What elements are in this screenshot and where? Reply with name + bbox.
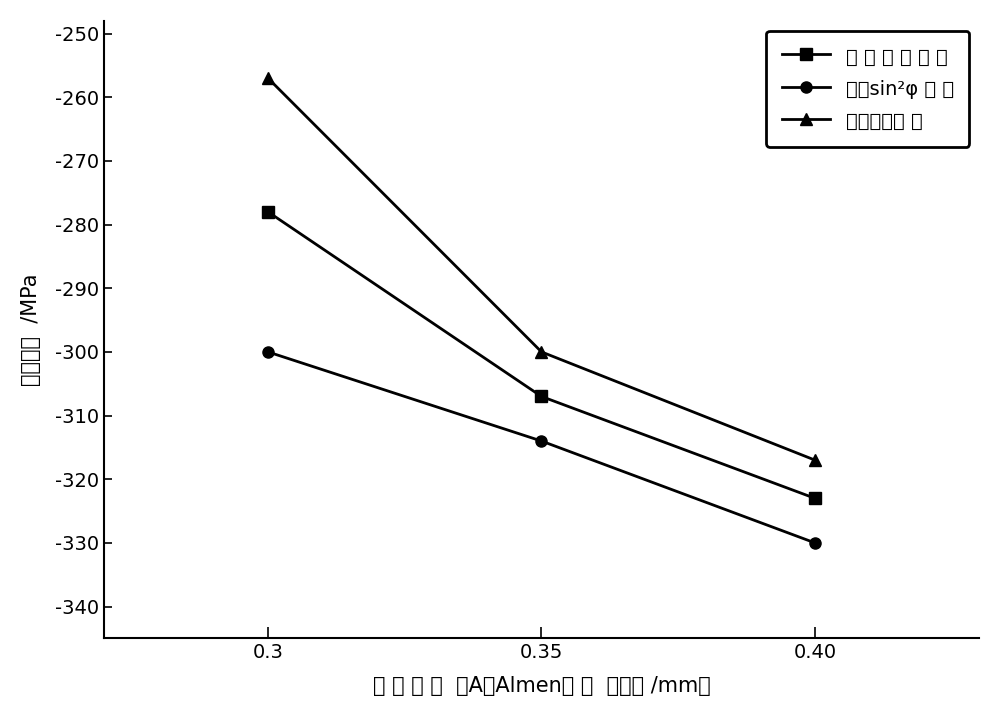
全 谱 分 析 方 法 xyxy=(535,392,547,401)
理论计算方 法 xyxy=(809,456,821,465)
理论计算方 法 xyxy=(262,74,274,82)
理论计算方 法 xyxy=(535,348,547,356)
传统sin²φ 方 法 xyxy=(535,437,547,445)
全 谱 分 析 方 法 xyxy=(809,494,821,503)
传统sin²φ 方 法 xyxy=(262,348,274,356)
Y-axis label: 残余应力  /MPa: 残余应力 /MPa xyxy=(21,273,41,386)
Line: 理论计算方 法: 理论计算方 法 xyxy=(262,72,821,466)
传统sin²φ 方 法 xyxy=(809,538,821,547)
Line: 全 谱 分 析 方 法: 全 谱 分 析 方 法 xyxy=(262,206,821,504)
Legend: 全 谱 分 析 方 法, 传统sin²φ 方 法, 理论计算方 法: 全 谱 分 析 方 法, 传统sin²φ 方 法, 理论计算方 法 xyxy=(766,31,969,146)
Line: 传统sin²φ 方 法: 传统sin²φ 方 法 xyxy=(262,346,821,549)
X-axis label: 喷 丸 强 度  （A型Almen试 片  弧高值 /mm）: 喷 丸 强 度 （A型Almen试 片 弧高值 /mm） xyxy=(373,676,710,696)
全 谱 分 析 方 法 xyxy=(262,207,274,216)
